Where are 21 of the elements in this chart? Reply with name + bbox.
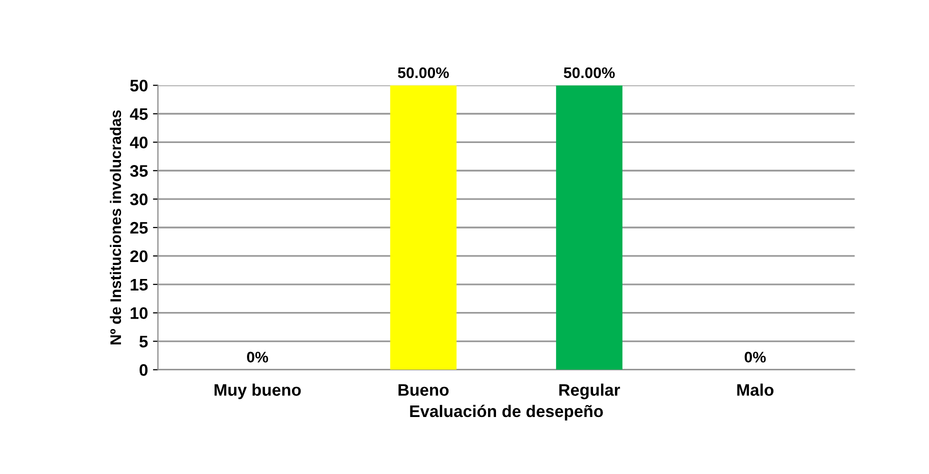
y-tick-label: 35 (130, 165, 148, 177)
x-tick-label: Regular (559, 384, 620, 400)
x-axis-title: Evaluación de desepeño (410, 404, 603, 420)
y-tick-label: 10 (130, 307, 148, 320)
y-tick-label: 15 (130, 278, 148, 291)
y-tick-label: 0 (140, 364, 148, 376)
y-tick-label: 30 (130, 193, 148, 206)
data-label: 50.00% (564, 67, 615, 78)
y-tick-label: 45 (130, 108, 148, 120)
y-tick-label: 40 (130, 136, 148, 148)
x-tick-label: Malo (737, 384, 774, 396)
y-tick-label: 5 (139, 336, 148, 348)
y-tick-label: 50 (130, 80, 148, 92)
data-label: 50.00% (398, 67, 449, 78)
data-label: 0% (247, 352, 268, 363)
x-tick-label: Muy bueno (214, 384, 301, 400)
x-tick-label: Bueno (398, 384, 449, 396)
y-axis-title: Nº de Instituciones involucradas (110, 110, 122, 344)
y-tick-label: 20 (130, 250, 148, 262)
data-label: 0% (744, 352, 766, 363)
y-tick-label: 25 (130, 222, 148, 234)
